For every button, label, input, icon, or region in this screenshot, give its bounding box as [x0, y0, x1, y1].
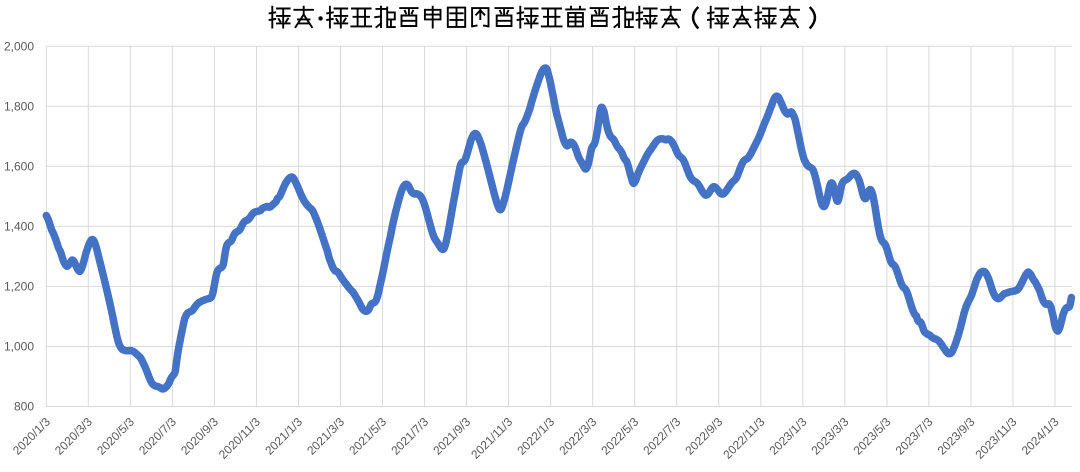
svg-text:1,400: 1,400	[4, 220, 34, 234]
svg-text:1,800: 1,800	[4, 100, 34, 114]
svg-text:1,200: 1,200	[4, 280, 34, 294]
svg-text:2,000: 2,000	[4, 39, 34, 53]
svg-text:1,600: 1,600	[4, 160, 34, 174]
svg-text:1,000: 1,000	[4, 340, 34, 354]
svg-text:800: 800	[14, 400, 34, 414]
